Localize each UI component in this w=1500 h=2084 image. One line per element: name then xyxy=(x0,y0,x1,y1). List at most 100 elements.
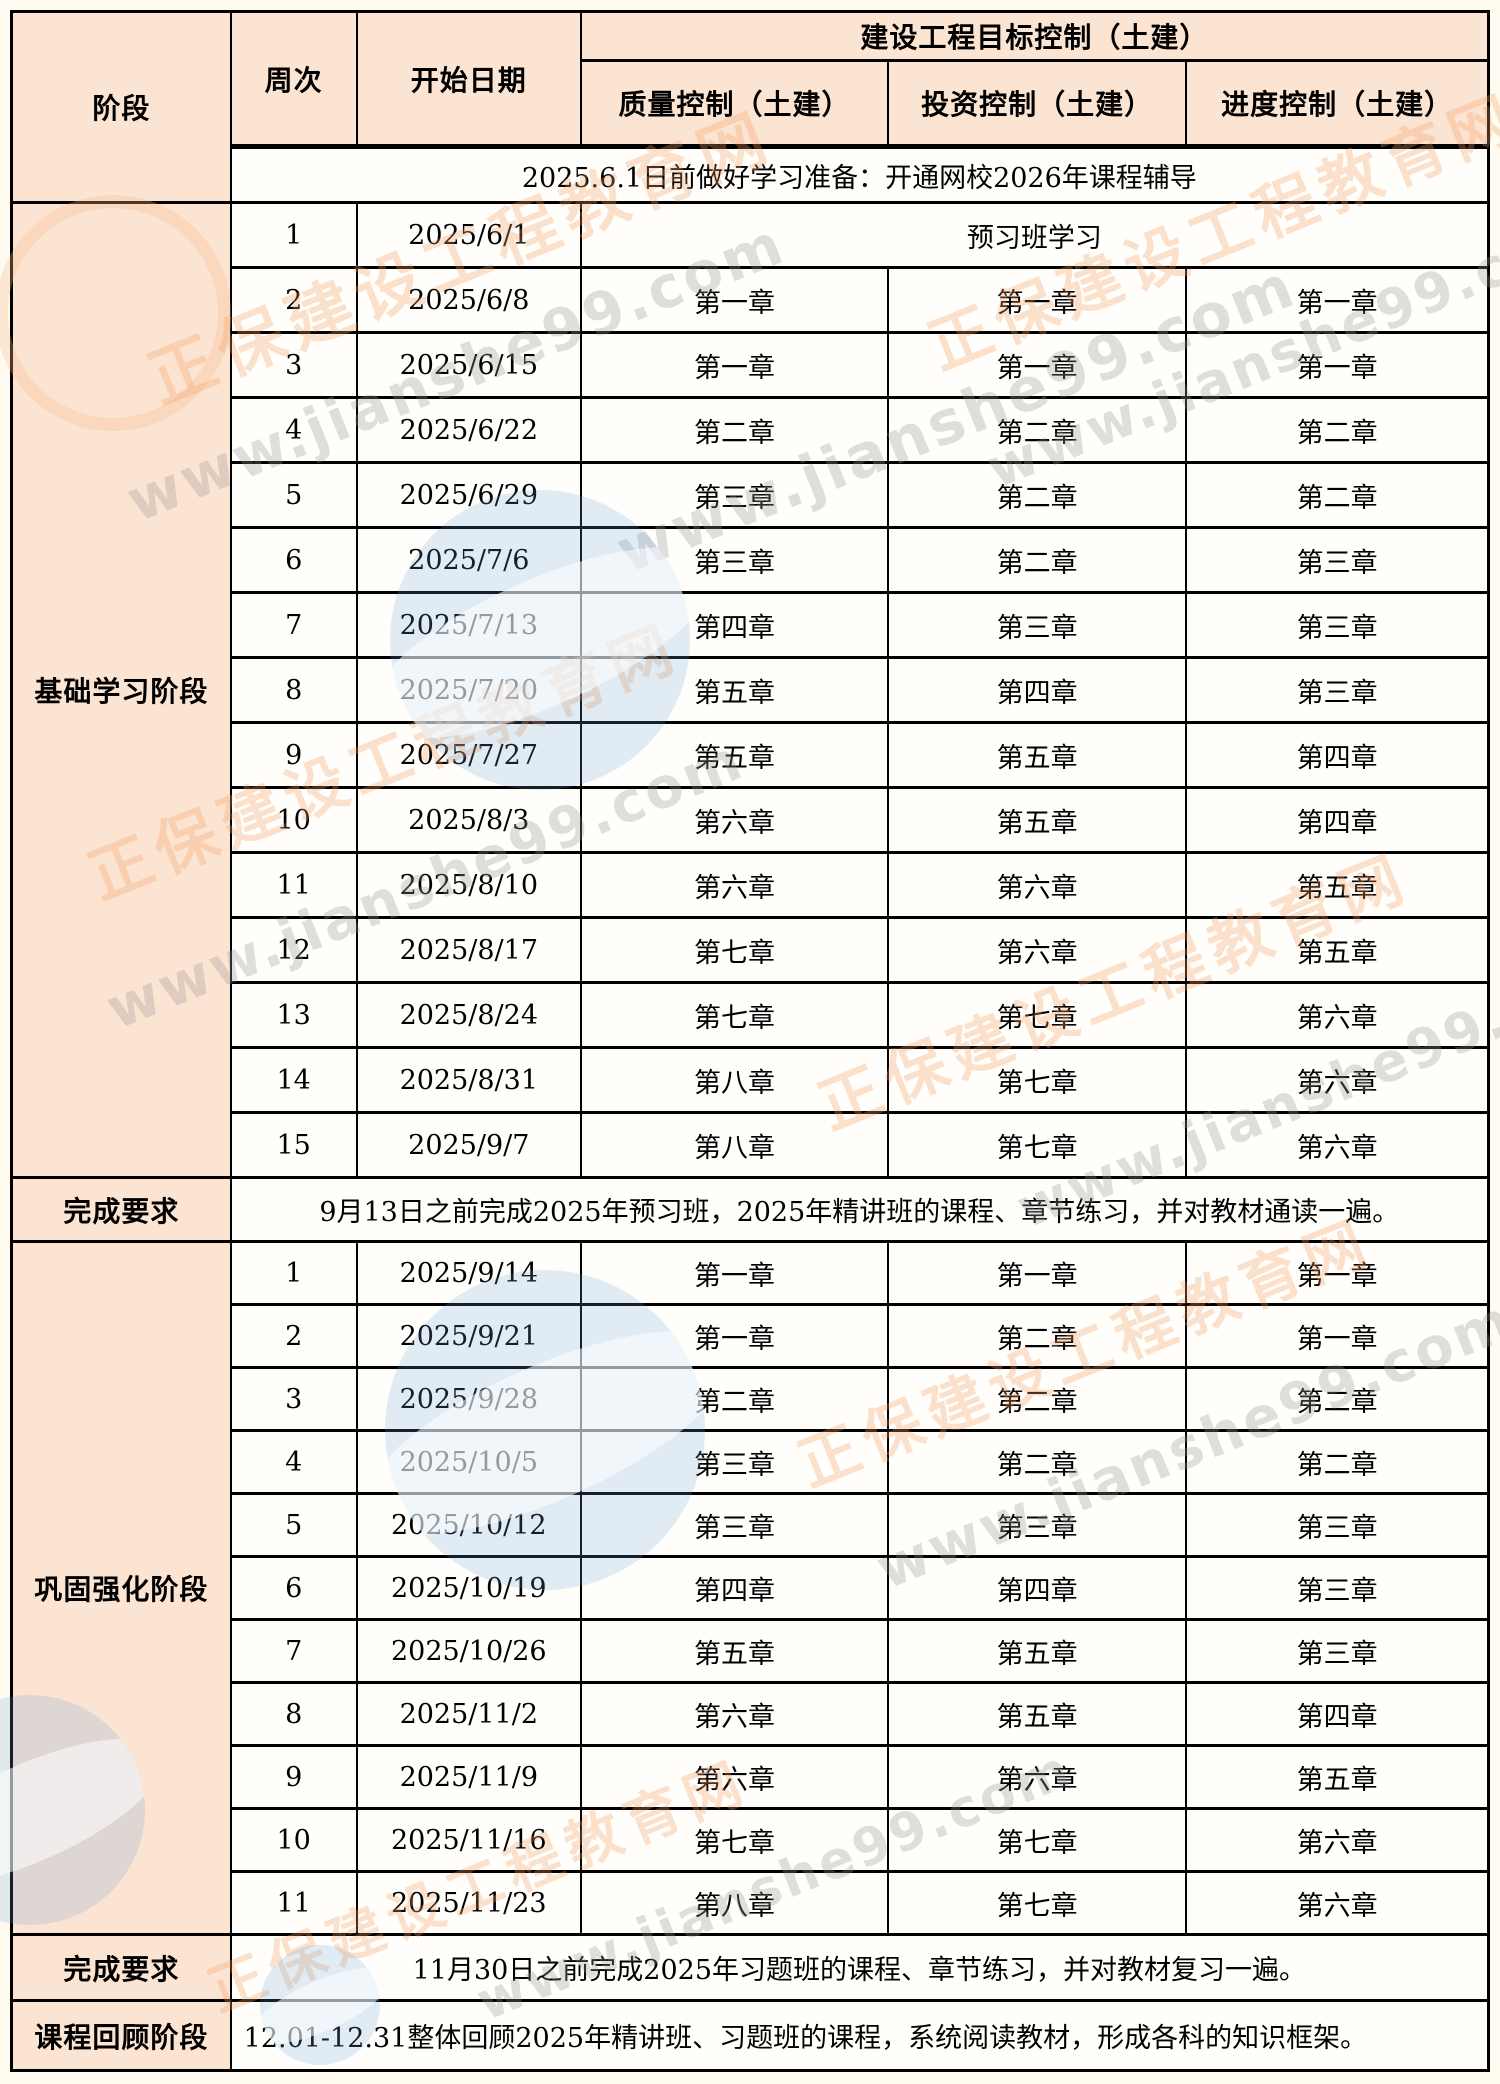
investment-cell: 第一章 xyxy=(887,266,1188,334)
week-cell: 3 xyxy=(229,331,358,399)
investment-cell: 第六章 xyxy=(887,851,1188,919)
week-cell: 6 xyxy=(229,526,358,594)
date-cell: 2025/8/31 xyxy=(355,1046,582,1114)
date-cell: 2025/6/1 xyxy=(355,201,582,269)
table-row: 5 2025/10/12 第三章 第三章 第三章 xyxy=(12,1492,1490,1558)
week-cell: 5 xyxy=(229,461,358,529)
progress-cell: 第六章 xyxy=(1185,1807,1490,1873)
stage-label-review: 课程回顾阶段 xyxy=(10,1999,232,2072)
progress-cell: 第三章 xyxy=(1185,1555,1490,1621)
date-cell: 2025/9/21 xyxy=(355,1303,582,1369)
date-cell: 2025/6/15 xyxy=(355,331,582,399)
progress-cell: 第三章 xyxy=(1185,656,1490,724)
table-row: 巩固强化阶段 1 2025/9/14 第一章 第一章 第一章 xyxy=(10,1240,1490,1936)
week-cell: 10 xyxy=(229,1807,358,1873)
requirement-label: 完成要求 xyxy=(10,1176,232,1243)
table-row: 15 2025/9/7 第八章 第七章 第六章 xyxy=(12,1111,1490,1179)
table-row: 7 2025/7/13 第四章 第三章 第三章 xyxy=(12,591,1490,659)
quality-cell: 第三章 xyxy=(579,526,890,594)
quality-cell: 第五章 xyxy=(579,656,890,724)
investment-cell: 第六章 xyxy=(887,1744,1188,1810)
investment-cell: 第二章 xyxy=(887,461,1188,529)
quality-cell: 第六章 xyxy=(579,851,890,919)
table-row: 基础学习阶段 1 2025/6/1 预习班学习 xyxy=(10,201,1490,1179)
week-cell: 1 xyxy=(229,201,358,269)
quality-cell: 第七章 xyxy=(579,916,890,984)
date-cell: 2025/9/14 xyxy=(355,1240,582,1306)
date-cell: 2025/8/10 xyxy=(355,851,582,919)
quality-cell: 第一章 xyxy=(579,331,890,399)
group-header: 建设工程目标控制（土建） xyxy=(579,10,1490,62)
progress-cell: 第三章 xyxy=(1185,591,1490,659)
stage-label-basic: 基础学习阶段 xyxy=(10,201,232,1179)
quality-cell: 第六章 xyxy=(579,1681,890,1747)
week-cell: 4 xyxy=(229,396,358,464)
progress-cell: 第二章 xyxy=(1185,461,1490,529)
date-cell: 2025/11/9 xyxy=(355,1744,582,1810)
progress-cell: 第六章 xyxy=(1185,1046,1490,1114)
investment-cell: 第五章 xyxy=(887,1681,1188,1747)
date-cell: 2025/9/28 xyxy=(355,1366,582,1432)
date-cell: 2025/11/16 xyxy=(355,1807,582,1873)
week-column-header: 周次 xyxy=(229,10,358,148)
quality-cell: 第八章 xyxy=(579,1046,890,1114)
date-cell: 2025/7/6 xyxy=(355,526,582,594)
progress-control-header: 进度控制（土建） xyxy=(1185,59,1490,148)
quality-cell: 第四章 xyxy=(579,591,890,659)
quality-cell: 第六章 xyxy=(579,786,890,854)
investment-cell: 第五章 xyxy=(887,1618,1188,1684)
progress-cell: 第六章 xyxy=(1185,981,1490,1049)
table-row: 3 2025/6/15 第一章 第一章 第一章 xyxy=(12,331,1490,399)
study-schedule-table: 阶段 周次 开始日期 建设工程目标控制（土建） 质量控制（土建） 投资控制（土建… xyxy=(10,10,1490,2072)
progress-cell: 第四章 xyxy=(1185,786,1490,854)
week-cell: 7 xyxy=(229,1618,358,1684)
requirement-row: 完成要求 11月30日之前完成2025年习题班的课程、章节练习，并对教材复习一遍… xyxy=(10,1933,1490,2002)
investment-cell: 第二章 xyxy=(887,526,1188,594)
week-cell: 8 xyxy=(229,656,358,724)
stage-label-consolidation: 巩固强化阶段 xyxy=(10,1240,232,1936)
requirement-text: 9月13日之前完成2025年预习班，2025年精讲班的课程、章节练习，并对教材通… xyxy=(229,1176,1490,1243)
week-cell: 9 xyxy=(229,721,358,789)
week-cell: 8 xyxy=(229,1681,358,1747)
requirement-label: 完成要求 xyxy=(10,1933,232,2002)
table-row: 11 2025/11/23 第八章 第七章 第六章 xyxy=(12,1870,1490,1936)
week-cell: 1 xyxy=(229,1240,358,1306)
date-cell: 2025/10/5 xyxy=(355,1429,582,1495)
week-cell: 9 xyxy=(229,1744,358,1810)
quality-cell: 第五章 xyxy=(579,1618,890,1684)
requirement-row: 完成要求 9月13日之前完成2025年预习班，2025年精讲班的课程、章节练习，… xyxy=(10,1176,1490,1243)
table-row: 7 2025/10/26 第五章 第五章 第三章 xyxy=(12,1618,1490,1684)
week-cell: 3 xyxy=(229,1366,358,1432)
table-row: 4 2025/10/5 第三章 第二章 第二章 xyxy=(12,1429,1490,1495)
prep-note: 2025.6.1日前做好学习准备：开通网校2026年课程辅导 xyxy=(229,144,1490,204)
progress-cell: 第一章 xyxy=(1185,266,1490,334)
quality-cell: 第六章 xyxy=(579,1744,890,1810)
investment-cell: 第一章 xyxy=(887,1240,1188,1306)
date-cell: 2025/6/29 xyxy=(355,461,582,529)
quality-cell: 第三章 xyxy=(579,461,890,529)
progress-cell: 第一章 xyxy=(1185,331,1490,399)
quality-cell: 第五章 xyxy=(579,721,890,789)
quality-cell: 第一章 xyxy=(579,1303,890,1369)
week-cell: 11 xyxy=(229,851,358,919)
quality-cell: 第一章 xyxy=(579,1240,890,1306)
progress-cell: 第二章 xyxy=(1185,396,1490,464)
date-cell: 2025/11/2 xyxy=(355,1681,582,1747)
week-cell: 2 xyxy=(229,266,358,334)
week-cell: 10 xyxy=(229,786,358,854)
date-cell: 2025/8/17 xyxy=(355,916,582,984)
investment-cell: 第七章 xyxy=(887,1807,1188,1873)
investment-cell: 第二章 xyxy=(887,396,1188,464)
progress-cell: 第六章 xyxy=(1185,1111,1490,1179)
week-cell: 6 xyxy=(229,1555,358,1621)
date-cell: 2025/9/7 xyxy=(355,1111,582,1179)
progress-cell: 第三章 xyxy=(1185,526,1490,594)
progress-cell: 第五章 xyxy=(1185,851,1490,919)
investment-cell: 第二章 xyxy=(887,1303,1188,1369)
table-row: 2 2025/9/21 第一章 第二章 第一章 xyxy=(12,1303,1490,1369)
investment-cell: 第七章 xyxy=(887,981,1188,1049)
table-row: 9 2025/11/9 第六章 第六章 第五章 xyxy=(12,1744,1490,1810)
quality-cell: 第七章 xyxy=(579,981,890,1049)
progress-cell: 第三章 xyxy=(1185,1492,1490,1558)
